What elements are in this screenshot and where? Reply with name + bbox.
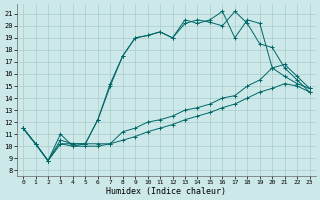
X-axis label: Humidex (Indice chaleur): Humidex (Indice chaleur): [106, 187, 226, 196]
